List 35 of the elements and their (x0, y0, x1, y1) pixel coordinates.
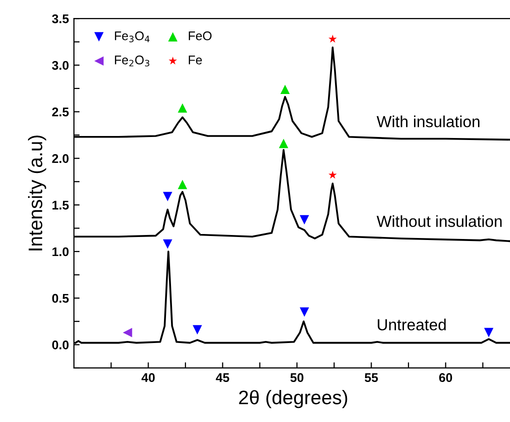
y-tick-label: 1.5 (52, 200, 69, 210)
series-label: Without insulation (376, 215, 502, 227)
series-label: Untreated (378, 318, 446, 330)
point (178, 103, 188, 113)
point (484, 328, 494, 338)
y-axis-title: Intensity (a.u) (28, 136, 46, 250)
x-tick-label: 45 (216, 373, 230, 382)
point (162, 192, 172, 202)
y-tick-label: 3.5 (52, 14, 69, 24)
legend-label: Fe (188, 56, 202, 64)
point (278, 138, 288, 148)
point (178, 180, 188, 190)
point (280, 84, 290, 94)
y-tick-label: 3.0 (52, 60, 69, 70)
legend-label: Fe$_{3}$O$_{4}$ (114, 31, 150, 42)
point (162, 239, 172, 249)
point (300, 215, 310, 224)
point (328, 170, 337, 179)
point (328, 34, 337, 43)
x-axis-title: 2θ (degrees) (239, 390, 348, 408)
x-tick-label: 50 (290, 373, 304, 382)
y-tick-label: 1.0 (52, 247, 69, 256)
point (300, 307, 310, 317)
y-tick-label: 0.5 (52, 294, 69, 303)
y-tick-label: 2.0 (52, 154, 69, 163)
x-tick-label: 40 (142, 373, 155, 382)
legend-label: Fe$_{2}$O$_{3}$ (114, 56, 150, 66)
y-tick-label: 2.5 (52, 108, 69, 116)
legend-label: FeO (188, 31, 212, 40)
series-label: With insulation (376, 116, 480, 128)
x-tick-label: 60 (439, 373, 452, 382)
y-tick-label: 0.0 (52, 340, 69, 350)
point (192, 325, 202, 334)
point (122, 328, 132, 338)
x-tick-label: 55 (364, 373, 378, 382)
